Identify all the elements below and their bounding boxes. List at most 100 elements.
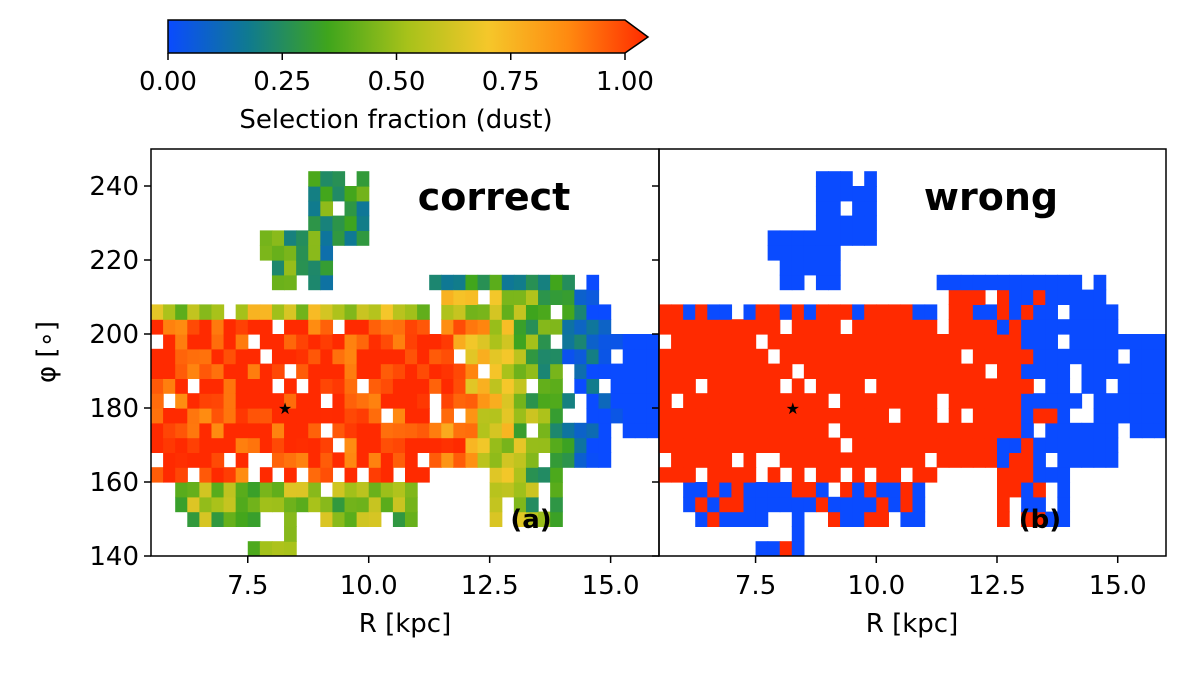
heatmap-cell <box>525 363 539 379</box>
heatmap-cell <box>852 304 865 320</box>
heatmap-cell <box>876 334 889 350</box>
heatmap-cell <box>1021 408 1034 424</box>
heatmap-cell <box>731 496 745 513</box>
heatmap-cell <box>683 437 696 453</box>
heatmap-cell <box>271 452 285 468</box>
heatmap-cell <box>586 408 600 424</box>
heatmap-cell <box>441 393 454 409</box>
heatmap-cell <box>1045 393 1058 409</box>
heatmap-cell <box>308 215 321 231</box>
heatmap-cell <box>574 422 588 439</box>
heatmap-cell <box>997 437 1010 453</box>
heatmap-cell <box>453 319 467 335</box>
heatmap-cell <box>247 422 261 439</box>
heatmap-cell <box>984 378 998 394</box>
heatmap-cell <box>405 496 418 513</box>
heatmap-cell <box>803 393 817 409</box>
heatmap-cell <box>151 422 164 439</box>
heatmap-cell <box>489 334 503 350</box>
heatmap-cell <box>356 304 370 320</box>
heatmap-cell <box>646 348 659 365</box>
heatmap-cell <box>948 437 962 453</box>
heatmap-cell <box>453 452 467 468</box>
heatmap-cell <box>344 496 358 513</box>
heatmap-cell <box>731 482 745 498</box>
heatmap-cell <box>707 348 720 365</box>
heatmap-cell <box>864 304 877 320</box>
heatmap-cell <box>163 304 176 320</box>
heatmap-cell <box>175 378 188 394</box>
heatmap-cell <box>1069 274 1083 291</box>
heatmap-cell <box>610 378 624 394</box>
heatmap-cell <box>271 245 285 261</box>
heatmap-cell <box>864 437 877 453</box>
heatmap-cell <box>1141 363 1155 379</box>
heatmap-cell <box>368 511 382 527</box>
heatmap-cell <box>997 496 1010 513</box>
heatmap-cell <box>984 348 998 365</box>
heatmap-cell <box>984 319 998 335</box>
heatmap-cell <box>296 482 309 498</box>
heatmap-cell <box>586 393 600 409</box>
heatmap-cell <box>151 363 164 379</box>
heatmap-cell <box>1033 319 1046 335</box>
heatmap-cell <box>562 422 575 439</box>
heatmap-cell <box>308 378 321 394</box>
heatmap-cell <box>187 348 200 365</box>
heatmap-cell <box>924 304 938 320</box>
heatmap-cell <box>1129 348 1143 365</box>
heatmap-cell <box>852 348 865 365</box>
heatmap-cell <box>259 319 273 335</box>
heatmap-cell <box>574 437 588 453</box>
heatmap-cell <box>586 334 600 350</box>
heatmap-cell <box>767 482 781 498</box>
heatmap-cell <box>888 452 902 468</box>
heatmap-cell <box>803 348 817 365</box>
heatmap-cell <box>695 363 708 379</box>
heatmap-cell <box>840 378 853 394</box>
heatmap-cell <box>489 496 503 513</box>
heatmap-cell <box>163 452 176 468</box>
heatmap-cell <box>513 289 527 305</box>
heatmap-cell <box>1141 348 1155 365</box>
heatmap-cell <box>392 452 406 468</box>
heatmap-cell <box>525 511 539 527</box>
heatmap-cell <box>1069 437 1083 453</box>
heatmap-cell <box>1069 452 1083 468</box>
heatmap-cell <box>852 511 865 527</box>
axes-ticks: 7.5 10.0 12.5 15.0 140 160 180 200 220 240 7.5 10.0… <box>89 172 1146 601</box>
heatmap-cell <box>344 319 358 335</box>
heatmap-cell <box>960 319 974 335</box>
heatmap-cell <box>1009 274 1022 291</box>
heatmap-cell <box>525 304 539 320</box>
heatmap-cell <box>900 511 914 527</box>
heatmap-cell <box>501 319 515 335</box>
x-axis-label-a: R [kpc] <box>359 609 451 639</box>
heatmap-cell <box>513 511 527 527</box>
heatmap-cell <box>151 393 164 409</box>
heatmap-cell <box>247 541 261 556</box>
heatmap-cell <box>791 274 805 291</box>
heatmap-cell <box>513 274 527 291</box>
heatmap-cell <box>767 334 781 350</box>
heatmap-cell <box>1021 334 1034 350</box>
heatmap-cell <box>441 274 454 291</box>
heatmap-cell <box>163 437 176 453</box>
heatmap-cell <box>972 319 986 335</box>
heatmap-cell <box>828 319 841 335</box>
heatmap-cell <box>997 452 1010 468</box>
heatmap-cell <box>1069 334 1083 350</box>
heatmap-cell <box>332 215 346 231</box>
heatmap-cell <box>779 408 793 424</box>
heatmap-cell <box>405 482 418 498</box>
heatmap-cell <box>828 260 841 276</box>
heatmap-cell <box>586 422 600 439</box>
heatmap-cell <box>695 304 708 320</box>
heatmap-cell <box>1045 437 1058 453</box>
y-tick-label: 240 <box>89 172 139 202</box>
heatmap-cell <box>791 526 805 542</box>
heatmap-cell <box>320 200 334 217</box>
heatmap-cell <box>828 452 841 468</box>
heatmap-cell <box>308 200 321 217</box>
heatmap-cell <box>1141 408 1155 424</box>
